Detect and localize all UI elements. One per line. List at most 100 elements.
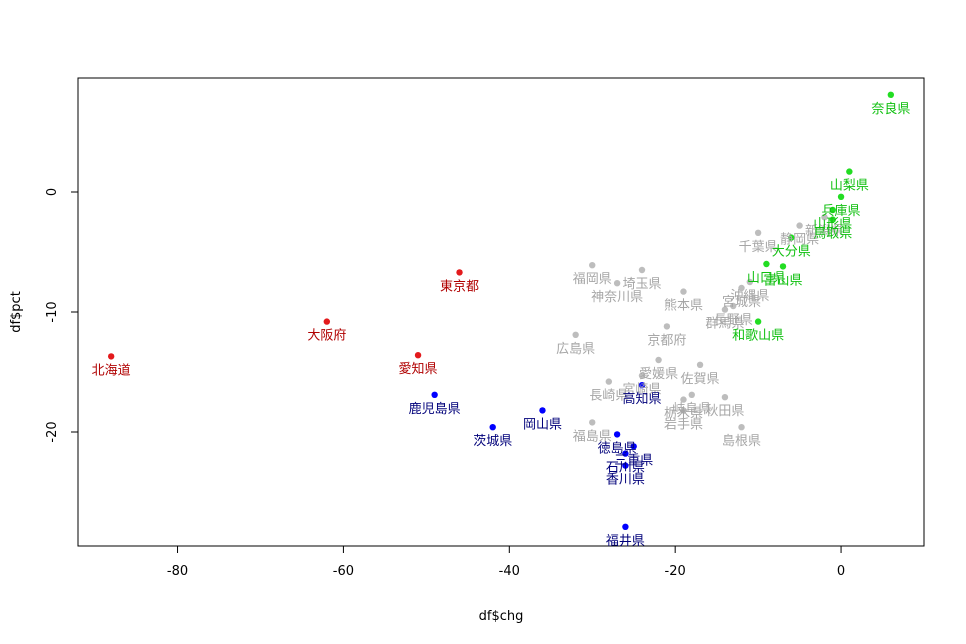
data-point: [779, 263, 787, 270]
x-tick-label: 0: [837, 564, 845, 579]
data-point: [613, 280, 621, 287]
data-point: [605, 378, 613, 385]
data-point: [572, 331, 579, 338]
data-point: [638, 266, 646, 274]
data-point: [837, 193, 845, 200]
y-tick-label: -20: [45, 421, 60, 442]
data-point: [829, 206, 836, 214]
point-label: 広島県: [556, 342, 595, 357]
point-label: 大阪府: [307, 329, 346, 344]
x-axis-title: df$chg: [479, 609, 524, 624]
point-label: 福島県: [573, 429, 612, 444]
point-label: 熊本県: [664, 298, 703, 314]
data-point: [846, 168, 853, 175]
point-label: 東京都: [440, 278, 479, 294]
data-point: [622, 450, 629, 457]
point-label: 神奈川県: [591, 290, 643, 305]
data-point: [431, 391, 438, 398]
point-label: 京都府: [647, 333, 686, 348]
data-point: [589, 262, 596, 269]
point-label: 岩手県: [664, 417, 703, 432]
data-point: [696, 361, 704, 368]
point-label: 長崎県: [589, 389, 628, 404]
y-tick-label: -10: [45, 301, 60, 322]
data-point: [829, 216, 836, 223]
data-point: [680, 396, 687, 403]
point-label: 香川県: [606, 473, 645, 488]
point-label: 福井県: [606, 534, 645, 549]
data-point: [630, 443, 637, 450]
point-label: 新潟県: [805, 223, 844, 239]
point-label: 富山県: [763, 272, 802, 288]
point-label: 鳥取県: [813, 227, 852, 242]
point-label: 徳島県: [598, 441, 637, 456]
data-point: [663, 323, 671, 330]
data-point: [107, 353, 115, 360]
point-label: 鹿児島県: [409, 401, 461, 417]
data-point: [613, 431, 621, 438]
point-label: 大分県: [772, 245, 811, 260]
point-label: 北海道: [92, 363, 131, 378]
data-point: [754, 229, 762, 236]
data-point: [638, 382, 646, 389]
point-label: 福岡県: [573, 272, 612, 287]
point-label: 長野県: [714, 313, 753, 328]
point-label: 山口県: [747, 271, 786, 286]
data-point: [821, 214, 828, 221]
point-label: 奈良県: [871, 101, 910, 117]
point-label: 石川県: [606, 461, 645, 476]
point-label: 山梨県: [830, 179, 869, 194]
data-point: [680, 407, 687, 414]
x-tick-label: -40: [499, 564, 520, 579]
point-label: 群馬県: [705, 317, 744, 332]
point-label: 兵庫県: [822, 204, 861, 219]
point-label: 山形県: [813, 217, 852, 232]
data-point: [539, 407, 546, 414]
data-point: [688, 391, 695, 398]
data-point: [414, 352, 422, 359]
point-label: 三重県: [614, 452, 653, 468]
y-axis: -20 -10 0: [45, 188, 78, 443]
data-point: [721, 306, 729, 313]
y-tick-label: 0: [45, 188, 60, 196]
point-label: 岡山県: [523, 417, 562, 432]
point-label: 和歌山県: [732, 329, 784, 344]
x-tick-label: -60: [333, 564, 354, 579]
data-point: [738, 284, 745, 292]
data-point: [738, 424, 745, 431]
point-label: 静岡県: [780, 233, 819, 248]
data-point: [721, 394, 729, 401]
data-point: [589, 419, 596, 426]
data-point: [622, 523, 629, 530]
point-label: 埼玉県: [622, 277, 661, 292]
point-label: 愛媛県: [639, 367, 678, 382]
y-axis-title: df$pct: [9, 291, 24, 333]
point-label: 茨城県: [473, 434, 512, 449]
point-label: 岐阜県: [672, 401, 711, 417]
data-point: [763, 260, 770, 268]
point-label: 高知県: [622, 391, 661, 407]
data-point: [622, 462, 629, 469]
point-label: 千葉県: [739, 240, 778, 255]
x-tick-label: -20: [665, 564, 686, 579]
point-label: 沖縄県: [730, 289, 769, 304]
data-point: [323, 318, 331, 325]
x-axis: -80 -60 -40 -20 0: [167, 546, 845, 579]
point-label: 愛知県: [399, 361, 438, 377]
data-point: [796, 222, 803, 229]
data-points: [107, 91, 895, 530]
x-tick-label: -80: [167, 564, 188, 579]
data-point: [680, 288, 687, 295]
data-point: [638, 372, 646, 379]
point-label: 宮城県: [722, 294, 761, 310]
data-point: [456, 269, 463, 276]
data-point: [489, 424, 496, 431]
point-label: 秋田県: [705, 404, 744, 419]
point-label: 島根県: [722, 434, 761, 449]
data-point: [754, 318, 762, 325]
data-point: [746, 278, 754, 286]
data-point: [655, 356, 662, 364]
